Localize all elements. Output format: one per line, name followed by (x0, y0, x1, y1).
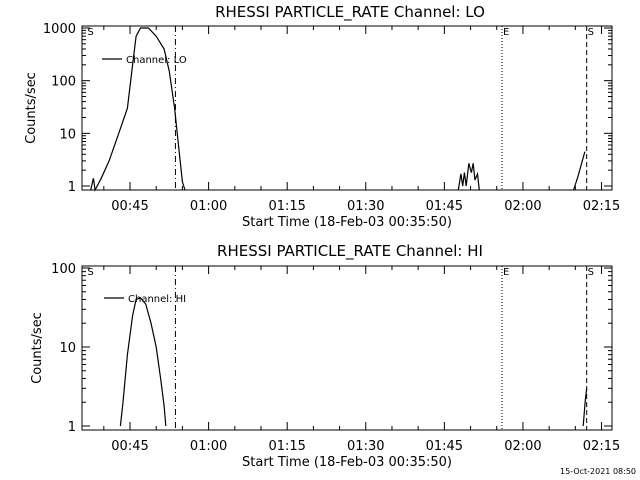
series-line-lo-0 (90, 27, 186, 192)
x-axis-label-lo: Start Time (18-Feb-03 00:35:50) (242, 215, 452, 230)
x-axis-label-hi: Start Time (18-Feb-03 00:35:50) (242, 455, 452, 470)
x-tick-label: 01:00 (190, 439, 227, 454)
x-tick-label: 02:00 (504, 439, 541, 454)
x-tick-label: 01:45 (426, 439, 463, 454)
x-tick-label: 02:00 (504, 199, 541, 214)
x-tick-label: 02:15 (583, 199, 620, 214)
series-line-hi-1 (582, 388, 588, 427)
marker-label: E (503, 27, 509, 38)
x-tick-label: 01:00 (190, 199, 227, 214)
y-tick-label: 1 (68, 180, 76, 195)
x-tick-label: 01:45 (426, 199, 463, 214)
chart-title-hi: RHESSI PARTICLE_RATE Channel: HI (217, 242, 483, 261)
marker-label: S (87, 267, 93, 278)
series-line-lo-1 (457, 163, 480, 191)
marker-label: S (588, 27, 594, 38)
y-tick-label: 10 (59, 127, 76, 142)
panel-hi: RHESSI PARTICLE_RATE Channel: HI 00:45 01… (30, 242, 620, 470)
panel-lo: RHESSI PARTICLE_RATE Channel: LO 00:45 01… (24, 3, 620, 230)
chart-title-lo: RHESSI PARTICLE_RATE Channel: LO (215, 3, 485, 22)
x-tick-label: 00:45 (111, 439, 148, 454)
x-tick-label: 01:15 (268, 199, 305, 214)
footer-timestamp: 15-Oct-2021 08:50 (560, 467, 636, 476)
legend-label: Channel: HI (128, 294, 186, 305)
plot-frame-lo (81, 25, 613, 191)
plot-area-lo: 00:45 01:00 01:15 01:30 01:45 02:00 02:15 1 10 10… (43, 22, 620, 214)
y-tick-label: 100 (51, 262, 76, 277)
x-tick-label: 02:15 (583, 439, 620, 454)
y-tick-label: 1000 (43, 22, 76, 37)
y-tick-label: 100 (51, 75, 76, 90)
marker-label: E (503, 267, 509, 278)
x-tick-label: 01:15 (268, 439, 305, 454)
plot-frame-hi (81, 265, 613, 431)
x-tick-label: 00:45 (111, 199, 148, 214)
series-line-hi-0 (119, 297, 167, 427)
y-axis-label-lo: Counts/sec (24, 72, 39, 144)
plot-area-hi: 00:45 01:00 01:15 01:30 01:45 02:00 02:15 1 10 10… (51, 262, 620, 454)
marker-label: S (87, 27, 93, 38)
series-line-lo-2 (573, 151, 586, 191)
legend-label: Channel: LO (126, 55, 187, 66)
x-tick-label: 01:30 (347, 199, 384, 214)
y-axis-label-hi: Counts/sec (30, 312, 45, 384)
y-tick-label: 1 (68, 420, 76, 435)
x-tick-label: 01:30 (347, 439, 384, 454)
y-tick-label: 10 (59, 341, 76, 356)
marker-label: S (588, 267, 594, 278)
